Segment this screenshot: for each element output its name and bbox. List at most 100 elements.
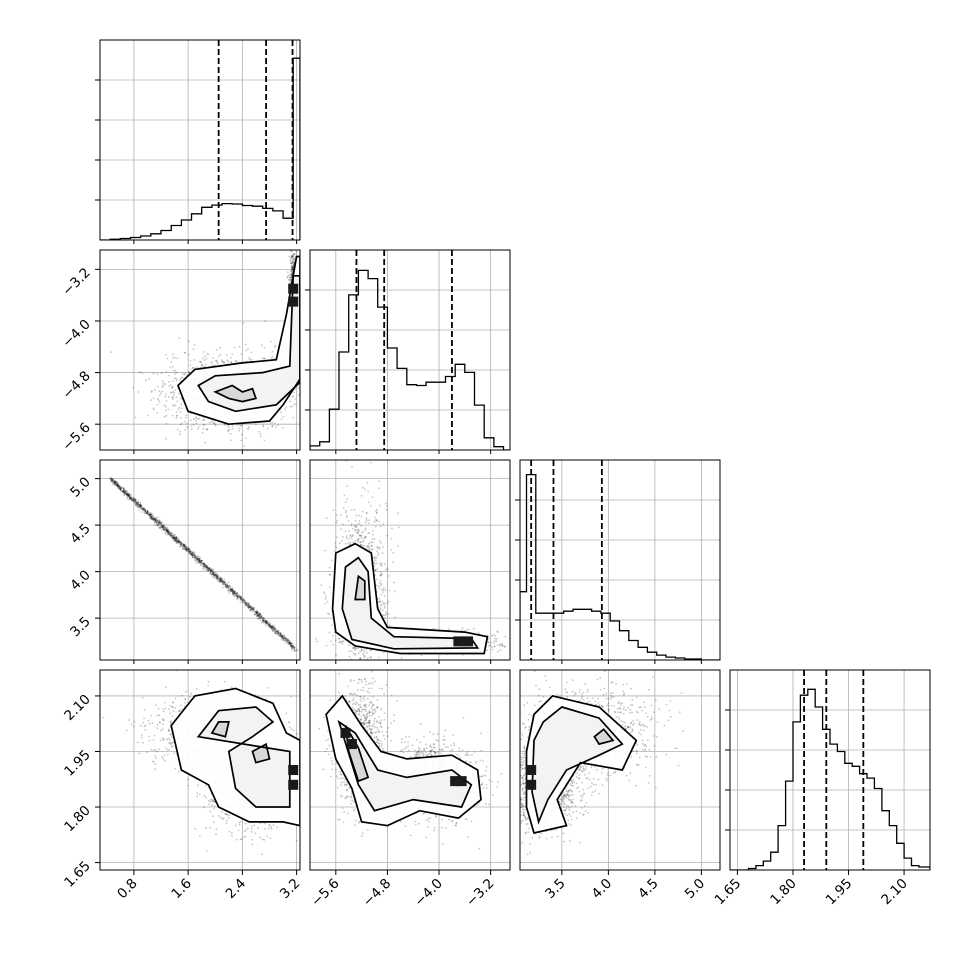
scatter-point — [195, 416, 198, 419]
scatter-point — [352, 647, 355, 649]
scatter-point — [231, 590, 234, 592]
scatter-point — [266, 622, 269, 625]
scatter-point — [162, 526, 164, 529]
scatter-point — [357, 676, 359, 678]
scatter-point — [219, 578, 221, 580]
scatter-point — [374, 556, 377, 558]
scatter-point — [204, 563, 206, 566]
scatter-point — [252, 609, 255, 612]
scatter-point — [181, 543, 184, 545]
scatter-point — [286, 276, 289, 279]
y-tick-label: −3.2 — [59, 265, 93, 299]
scatter-point — [212, 569, 214, 572]
scatter-point — [162, 525, 165, 528]
scatter-point — [175, 540, 178, 543]
scatter-point — [155, 517, 158, 520]
scatter-point — [191, 556, 194, 559]
scatter-point — [134, 500, 137, 502]
scatter-point — [349, 675, 351, 677]
scatter-point — [144, 509, 147, 512]
contour-line — [197, 274, 300, 413]
scatter-point — [229, 356, 232, 359]
scatter-point — [270, 357, 273, 360]
scatter-point — [144, 510, 147, 512]
scatter-point — [172, 398, 175, 401]
scatter-point — [228, 590, 231, 593]
scatter-point — [279, 633, 282, 636]
scatter-point — [191, 554, 193, 557]
scatter-point — [195, 556, 198, 559]
scatter-point — [274, 628, 277, 631]
scatter-point — [264, 620, 267, 623]
scatter-point — [153, 518, 155, 520]
scatter-point — [164, 529, 167, 531]
scatter-point — [170, 534, 172, 537]
scatter-point — [245, 604, 248, 606]
scatter-point — [233, 595, 235, 598]
scatter-point — [247, 603, 250, 606]
scatter-point — [175, 538, 178, 540]
scatter-point — [386, 567, 389, 570]
scatter-point — [134, 416, 137, 419]
scatter-point — [391, 527, 393, 530]
scatter-point — [307, 406, 309, 408]
scatter-point — [348, 650, 350, 653]
scatter-point — [228, 584, 231, 587]
scatter-point — [280, 634, 283, 637]
scatter-point — [204, 564, 206, 567]
scatter-point — [335, 546, 338, 549]
scatter-point — [147, 512, 149, 515]
scatter-point — [193, 359, 196, 361]
scatter-point — [267, 623, 270, 626]
scatter-point — [116, 484, 118, 487]
scatter-point — [215, 575, 217, 578]
scatter-point — [362, 544, 364, 547]
scatter-point — [152, 515, 155, 517]
scatter-point — [371, 666, 373, 668]
scatter-point — [191, 552, 194, 554]
scatter-point — [186, 548, 189, 550]
scatter-point — [340, 514, 342, 516]
scatter-point — [143, 507, 146, 510]
scatter-point — [151, 514, 153, 516]
scatter-point — [292, 255, 294, 258]
scatter-point — [150, 516, 153, 518]
scatter-point — [247, 606, 250, 609]
scatter-point — [291, 645, 294, 647]
scatter-point — [271, 628, 274, 631]
scatter-point — [227, 588, 230, 591]
scatter-point — [197, 559, 200, 562]
scatter-point — [152, 372, 155, 375]
scatter-point — [136, 502, 139, 505]
scatter-point — [202, 562, 205, 565]
scatter-point — [179, 423, 182, 426]
scatter-point — [159, 392, 162, 395]
scatter-point — [119, 488, 121, 491]
scatter-point — [292, 261, 295, 264]
scatter-point — [185, 549, 188, 552]
scatter-point — [165, 528, 168, 531]
scatter-point — [165, 528, 168, 530]
scatter-point — [279, 634, 281, 637]
scatter-point — [241, 600, 244, 603]
scatter-point — [181, 545, 184, 548]
scatter-point — [196, 558, 199, 560]
scatter-point — [152, 518, 154, 520]
scatter-point — [159, 526, 162, 528]
scatter-point — [390, 537, 393, 540]
scatter-point — [289, 276, 291, 279]
scatter-point — [262, 424, 265, 427]
scatter-point — [118, 485, 121, 488]
scatter-point — [329, 573, 332, 576]
scatter-point — [182, 548, 184, 550]
scatter-point — [201, 559, 203, 562]
scatter-point — [260, 614, 263, 617]
scatter-point — [290, 257, 293, 260]
scatter-point — [215, 578, 218, 580]
scatter-point — [136, 501, 139, 504]
scatter-point — [187, 548, 190, 551]
scatter-point — [206, 352, 209, 355]
scatter-point — [231, 590, 234, 592]
scatter-point — [247, 427, 250, 430]
scatter-point — [161, 386, 164, 389]
